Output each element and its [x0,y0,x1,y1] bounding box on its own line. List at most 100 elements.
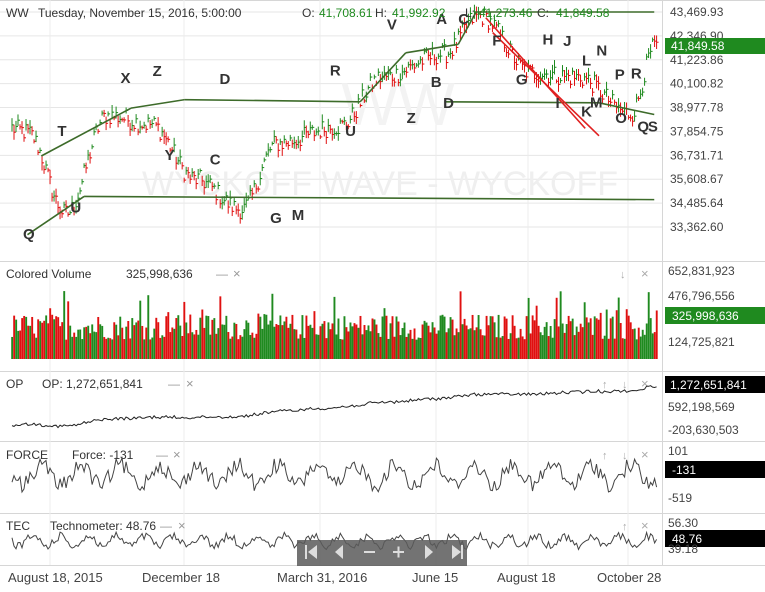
zoom-out-button[interactable] [364,551,375,553]
close-icon[interactable]: × [178,518,186,533]
volume-bar [61,322,64,359]
volume-bar [165,316,168,359]
volume-bar [413,328,416,359]
volume-bar [417,337,420,359]
volume-bar [307,325,310,359]
volume-bar [115,324,118,359]
zoom-in-button[interactable] [393,546,404,558]
volume-bar [149,339,152,359]
wave-letter-label: M [292,207,305,224]
close-icon[interactable]: × [641,447,649,462]
current-price-bg [665,38,765,54]
volume-bar [255,333,258,359]
volume-bar [297,338,300,359]
volume-bar [393,336,396,359]
low-value: 41,273.46 [479,6,533,20]
price-tick-label: 37,854.75 [670,124,724,138]
volume-bar [447,328,450,359]
volume-bar [111,339,114,359]
arrow-down-icon[interactable]: ↓ [620,269,626,281]
volume-bar [407,333,410,359]
symbol-label: WW [6,6,29,20]
close-icon[interactable]: × [641,518,649,533]
volume-bar [403,322,406,359]
volume-bar [19,330,22,359]
close-icon[interactable]: × [641,376,649,391]
force-title: FORCE [6,448,48,462]
trendline [444,100,600,104]
volume-bar [39,321,42,359]
volume-bar [43,320,46,359]
tec-tick: 39.18 [668,542,698,556]
close-icon[interactable]: × [233,266,241,281]
volume-bar [639,336,642,359]
volume-bar [487,325,490,359]
volume-bar [555,297,558,359]
arrow-up-icon[interactable]: ↑ [602,379,608,391]
volume-bar [353,323,356,359]
volume-bar [421,324,424,359]
minus-icon[interactable]: — [160,519,172,533]
volume-bar [89,333,92,359]
volume-bar [343,316,346,359]
volume-bar [233,322,236,359]
volume-bar [147,295,150,359]
volume-bar [505,318,508,359]
volume-bar [285,316,288,359]
volume-bar [427,325,430,359]
volume-bar [557,326,560,359]
volume-bar [395,316,398,359]
volume-bar [35,337,38,359]
volume-bar [553,319,556,359]
tec-label: Technometer: 48.76 [50,519,156,533]
scroll-right-button[interactable] [425,545,433,559]
op-tick: 592,198,569 [668,400,735,414]
close-icon[interactable]: × [186,376,194,391]
volume-bar [333,296,336,359]
minus-icon[interactable]: — [216,267,228,281]
close-icon[interactable]: × [641,266,649,281]
close-icon[interactable]: × [173,447,181,462]
skip-to-end-button[interactable] [452,545,463,559]
volume-bar [305,315,308,359]
skip-to-start-button[interactable] [305,545,317,559]
arrow-up-icon[interactable]: ↑ [622,521,628,533]
volume-bar [631,329,634,359]
volume-bar [623,338,626,359]
minus-icon[interactable]: — [168,377,180,391]
tec-current-value: 48.76 [672,532,702,546]
volume-bar [387,338,390,359]
force-tick: -519 [668,491,692,505]
volume-bar [595,318,598,359]
wave-letter-label: G [516,72,528,89]
volume-bar [439,315,442,359]
volume-bar [221,324,224,359]
volume-bar [545,322,548,359]
volume-bar [295,329,298,359]
volume-bar [651,333,654,359]
arrow-down-icon[interactable]: ↓ [622,379,628,391]
volume-bar [49,308,52,359]
volume-current-bg [665,307,765,324]
arrow-up-icon[interactable]: ↑ [602,450,608,462]
volume-bar [549,326,552,359]
volume-bar [445,332,448,359]
volume-bar [625,309,628,359]
volume-bar [515,338,518,359]
scroll-left-button[interactable] [335,545,343,559]
volume-bar [259,316,262,359]
volume-bar [361,334,364,359]
arrow-down-icon[interactable]: ↓ [622,450,628,462]
volume-bar [329,329,332,359]
volume-bar [383,308,386,359]
current-price-value: 41,849.58 [671,39,725,53]
wave-letter-label: S [648,119,658,136]
volume-bar [247,322,250,359]
minus-icon[interactable]: — [156,448,168,462]
volume-bar [137,320,140,359]
wave-letter-label: N [596,43,607,60]
price-header: WW Tuesday, November 15, 2016, 5:00:00 O… [6,6,610,20]
volume-bar [127,321,130,359]
volume-bar [241,336,244,359]
